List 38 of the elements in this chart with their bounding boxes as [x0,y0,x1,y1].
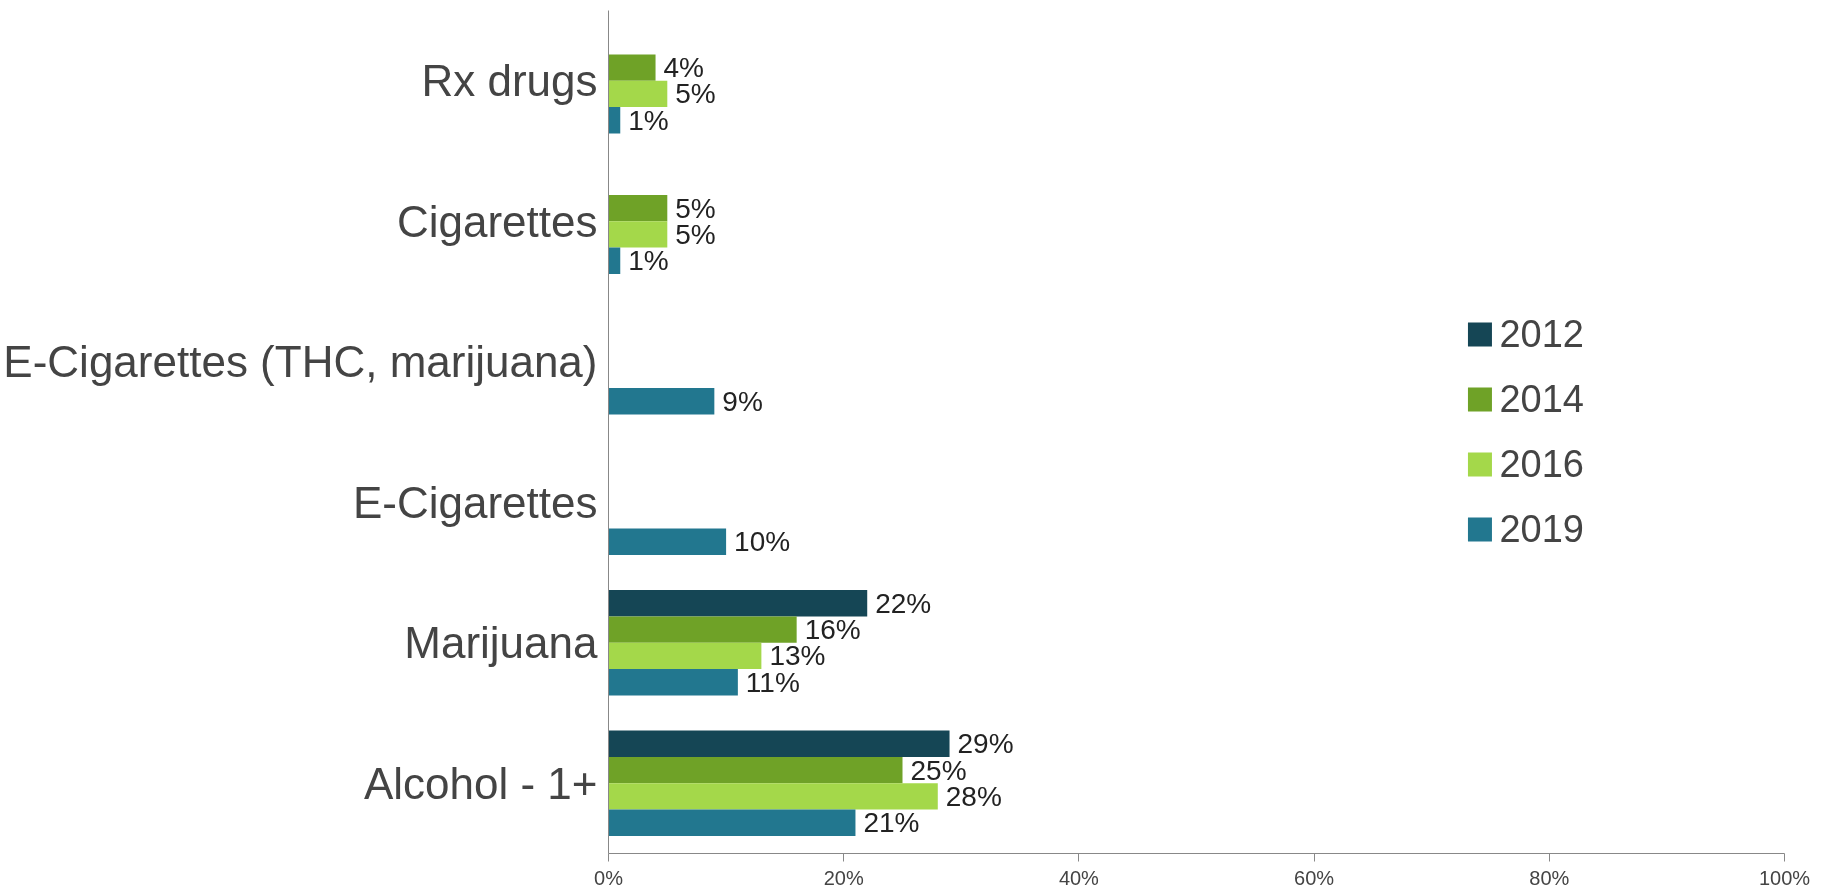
bar [608,80,668,108]
data-label: 1% [628,245,669,277]
bar [608,247,621,274]
data-label: 22% [875,587,932,619]
data-label: 1% [628,104,669,136]
x-tick-label: 0% [594,866,624,889]
bar [608,54,656,81]
data-label: 10% [734,526,791,558]
bar [608,616,797,643]
y-tick-label: Alcohol - 1+ [363,758,598,808]
bar [608,221,668,248]
y-tick-label: E-Cigarettes [352,477,598,527]
y-tick-label: E-Cigarettes (THC, marijuana) [3,337,598,387]
bar [608,642,762,670]
legend-label: 2012 [1499,312,1584,356]
y-tick-label: Rx drugs [421,56,598,106]
bar [608,590,868,617]
bar [608,756,903,784]
bar [608,107,621,134]
bar [608,809,856,836]
bar [608,194,668,222]
legend-label: 2016 [1499,442,1584,486]
legend-label: 2014 [1499,377,1584,421]
x-tick-label: 20% [823,866,864,889]
legend-label: 2019 [1499,507,1584,551]
y-tick-label: Marijuana [404,618,599,668]
bar [608,730,950,757]
x-tick-label: 80% [1529,866,1570,889]
x-tick-label: 40% [1058,866,1100,889]
bar [608,388,715,415]
data-label: 21% [863,807,920,839]
x-tick-label: 60% [1294,866,1335,889]
x-tick-label: 100% [1758,866,1811,889]
bar [608,669,738,696]
data-label: 9% [722,385,763,417]
y-tick-label: Cigarettes [396,196,598,246]
bar [608,528,727,555]
bar [608,783,938,810]
